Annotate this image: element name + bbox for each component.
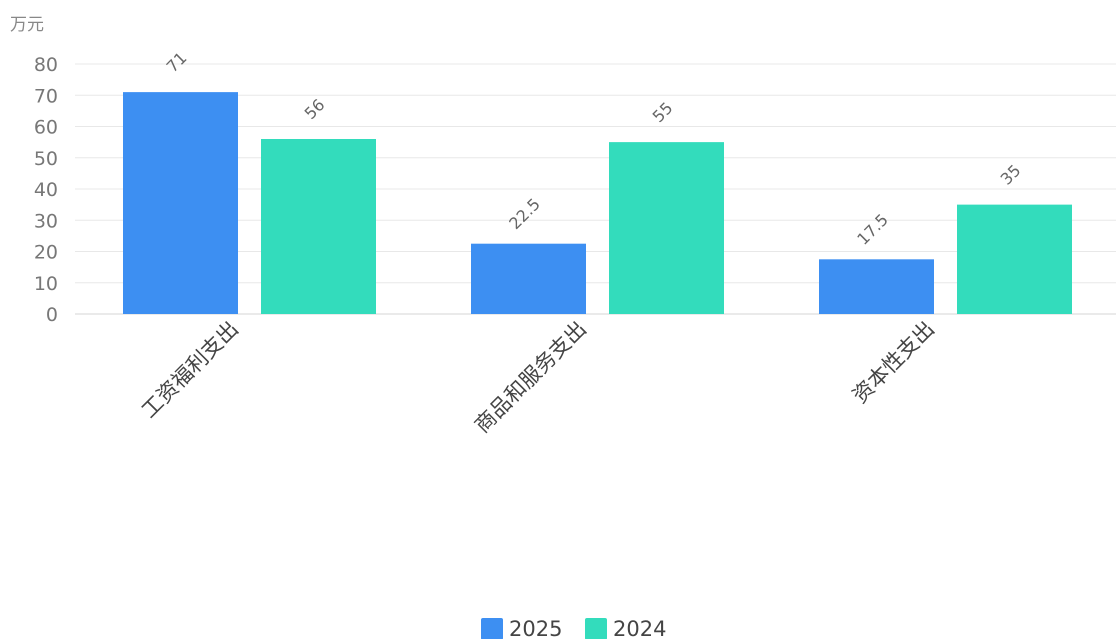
y-tick-label: 10 (34, 273, 58, 295)
y-tick-label: 0 (46, 304, 58, 326)
bar-2025-1[interactable] (471, 243, 586, 314)
y-tick-label: 30 (34, 210, 58, 232)
y-tick-label: 70 (34, 85, 58, 107)
data-label: 22.5 (505, 194, 544, 233)
bars (123, 92, 1072, 314)
legend-swatch[interactable] (481, 618, 503, 639)
y-tick-label: 20 (34, 242, 58, 264)
gridlines (75, 63, 1116, 315)
bar-2025-0[interactable] (123, 92, 238, 314)
bar-2024-1[interactable] (609, 142, 724, 314)
x-category-label: 商品和服务支出 (470, 317, 591, 438)
y-tick-label: 80 (34, 54, 58, 76)
data-label: 71 (163, 48, 191, 76)
y-tick-label: 50 (34, 148, 58, 170)
legend-label[interactable]: 2025 (509, 617, 562, 639)
y-tick-labels: 0 10 20 30 40 50 60 70 80 (34, 54, 58, 326)
legend-swatch[interactable] (585, 618, 607, 639)
data-label: 56 (301, 95, 329, 123)
x-category-label: 工资福利支出 (137, 317, 243, 423)
y-axis-unit: 万元 (10, 15, 44, 35)
y-tick-label: 40 (34, 179, 58, 201)
data-label: 35 (997, 161, 1025, 189)
y-tick-label: 60 (34, 117, 58, 139)
data-label: 55 (649, 98, 677, 126)
data-label: 17.5 (853, 210, 892, 249)
legend-label[interactable]: 2024 (613, 617, 666, 639)
bar-2024-2[interactable] (957, 204, 1072, 314)
bar-2025-2[interactable] (819, 259, 934, 314)
bar-2024-0[interactable] (261, 139, 376, 314)
category-labels: 工资福利支出 商品和服务支出 资本性支出 (137, 317, 939, 438)
legend: 2025 2024 (481, 617, 666, 639)
x-category-label: 资本性支出 (848, 317, 939, 408)
